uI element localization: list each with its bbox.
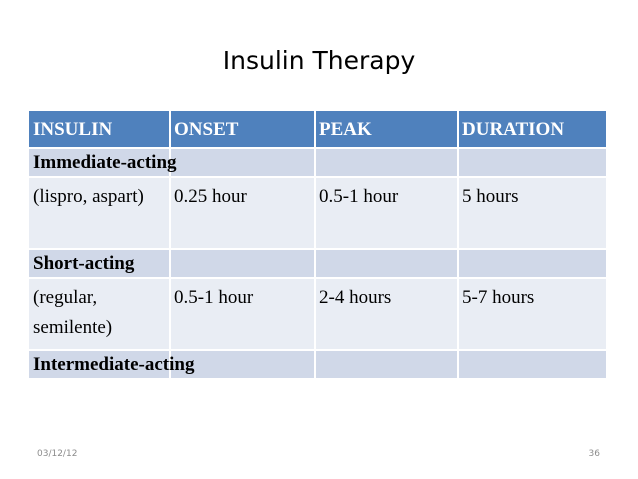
header-cell: INSULIN	[33, 119, 113, 140]
column-divider	[457, 111, 459, 147]
column-divider	[314, 250, 316, 277]
table-cell: 2-4 hours	[319, 287, 392, 308]
column-divider	[169, 111, 171, 147]
table-cell: 0.25 hour	[174, 186, 247, 207]
table-cell: 5-7 hours	[462, 287, 535, 308]
column-divider	[169, 351, 171, 378]
column-divider	[169, 178, 171, 248]
slide-title: Insulin Therapy	[222, 46, 416, 75]
column-divider	[169, 250, 171, 277]
column-divider	[314, 351, 316, 378]
table-cell: Short-acting	[33, 253, 135, 274]
column-divider	[314, 111, 316, 147]
slide-date: 03/12/12	[37, 449, 78, 459]
column-divider	[314, 178, 316, 248]
header-cell: DURATION	[462, 119, 565, 140]
data-row: (lispro, aspart) 0.25 hour 0.5-1 hour 5 hou…	[29, 178, 606, 250]
column-divider	[457, 178, 459, 248]
column-divider	[169, 149, 171, 176]
table-cell: (regular, semilente)	[33, 287, 113, 338]
table-cell: 0.5-1 hour	[319, 186, 399, 207]
column-divider	[314, 149, 316, 176]
header-cell: ONSET	[174, 119, 239, 140]
section-row: Short-acting	[29, 250, 606, 279]
slide-number: 36	[588, 449, 600, 459]
table-cell: 5 hours	[462, 186, 519, 207]
section-row: Intermediate-acting	[29, 351, 606, 380]
data-row: (regular, semilente) 0.5-1 hour 2-4 hours 5…	[29, 279, 606, 351]
column-divider	[314, 279, 316, 349]
table-cell: Immediate-acting	[33, 152, 177, 173]
insulin-table: INSULIN ONSET PEAK DURATION Immediate-acting…	[29, 111, 606, 380]
column-divider	[457, 351, 459, 378]
column-divider	[457, 149, 459, 176]
header-row: INSULIN ONSET PEAK DURATION	[29, 111, 606, 149]
column-divider	[457, 250, 459, 277]
table-cell: (lispro, aspart)	[33, 186, 144, 207]
header-cell: PEAK	[319, 119, 372, 140]
column-divider	[169, 279, 171, 349]
table-cell: Intermediate-acting	[33, 354, 195, 375]
table-cell: 0.5-1 hour	[174, 287, 254, 308]
section-row: Immediate-acting	[29, 149, 606, 178]
column-divider	[457, 279, 459, 349]
